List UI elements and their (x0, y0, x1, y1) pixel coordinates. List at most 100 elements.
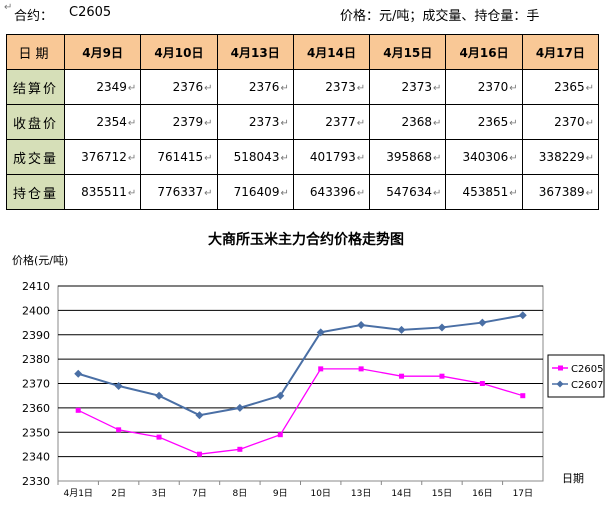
table-row: 结算价 2349↵ 2376↵ 2376↵ 2373↵ 2373↵ 2370↵ 2365↵ (6, 69, 600, 105)
table-cell: 376712↵ (63, 139, 142, 175)
table-cell: 2373↵ (369, 69, 447, 105)
paragraph-mark: ↵ (433, 188, 442, 199)
data-point (318, 366, 324, 372)
table-cell: 367389↵ (521, 174, 600, 210)
data-point (478, 318, 487, 327)
price-chart: 大商所玉米主力合约价格走势图 价格(元/吨) 日期 2330 2340 2350 2360 2… (0, 224, 612, 505)
y-tick-label: 2330 (22, 475, 50, 488)
contract-code: C2605 (69, 5, 112, 20)
table-cell: 2349↵ (63, 69, 142, 105)
table-cell: 761415↵ (140, 139, 218, 175)
y-tick-label: 2400 (22, 304, 50, 317)
paragraph-mark: ↵ (280, 188, 289, 199)
legend-label: C2605 (571, 364, 603, 375)
paragraph-mark: ↵ (433, 118, 442, 129)
table-cell: 453851↵ (445, 174, 523, 210)
series-line-C2607 (77, 314, 523, 417)
table-cell: 2373↵ (216, 104, 294, 140)
data-point (196, 451, 202, 457)
paragraph-mark: ↵ (509, 118, 518, 129)
table-cell: 401793↵ (292, 139, 371, 175)
cell-value: 2370 (477, 80, 509, 94)
table-cell: 2377↵ (292, 104, 371, 140)
y-tick-label: 2360 (22, 402, 50, 415)
y-tick-label: 2340 (22, 451, 50, 464)
y-tick-label: 2390 (22, 329, 50, 342)
header-date-1: 4月10日 (140, 34, 218, 70)
chart-title: 大商所玉米主力合约价格走势图 (208, 231, 404, 248)
units-note: 价格：元/吨；成交量、持仓量：手 (340, 9, 540, 24)
y-tick-label: 2380 (22, 353, 50, 366)
cell-value: 643396 (309, 185, 356, 199)
paragraph-mark: ↵ (509, 83, 518, 94)
cell-value: 376712 (81, 150, 127, 164)
table-cell: 835511↵ (63, 174, 142, 210)
data-point (277, 432, 283, 438)
paragraph-mark: ↵ (204, 83, 213, 94)
legend-box (547, 354, 605, 398)
contract-info: 合约： C2605 (14, 5, 111, 24)
cell-value: 367389 (538, 185, 585, 199)
table-cell: 395868↵ (369, 139, 447, 175)
legend-marker (558, 365, 563, 371)
data-point (316, 328, 325, 337)
row-label: 成交量 (6, 139, 65, 175)
paragraph-mark: ↵ (204, 188, 213, 199)
cell-value: 547634 (386, 185, 433, 199)
table-row: 成交量 376712↵ 761415↵ 518043↵ 401793↵ 395868↵ 34… (6, 139, 600, 175)
header-date-4: 4月15日 (369, 34, 447, 70)
table-cell: 547634↵ (369, 174, 447, 210)
cell-value: 716409 (233, 185, 280, 199)
cell-value: 2373 (401, 80, 433, 94)
paragraph-mark: ↵ (585, 83, 594, 94)
data-point (399, 373, 405, 379)
x-tick-label: 17日 (513, 488, 533, 499)
cell-value: 2365 (554, 80, 585, 94)
x-tick-label: 13日 (351, 488, 371, 499)
series-line-C2605 (77, 368, 523, 455)
x-tick-label: 16日 (472, 488, 492, 499)
cell-value: 395868 (386, 150, 433, 164)
y-tick-label: 2350 (22, 426, 50, 439)
data-point (439, 373, 445, 379)
price-table: 日期 4月9日 4月10日 4月13日 4月14日 4月15日 4月16日 4月17日 结算… (6, 34, 600, 210)
data-point (75, 407, 81, 413)
paragraph-mark: ↵ (4, 2, 13, 13)
table-cell: 2370↵ (521, 104, 600, 140)
x-tick-label: 10日 (310, 488, 330, 499)
paragraph-mark: ↵ (509, 188, 518, 199)
data-point (437, 323, 446, 332)
header-date-0: 4月9日 (63, 34, 142, 70)
table-cell: 2373↵ (292, 69, 371, 105)
paragraph-mark: ↵ (356, 118, 366, 129)
paragraph-mark: ↵ (127, 153, 137, 164)
x-tick-label: 14日 (391, 488, 411, 499)
cell-value: 2370 (554, 115, 585, 129)
x-tick-label: 8日 (233, 488, 248, 499)
paragraph-mark: ↵ (585, 118, 594, 129)
x-tick-label: 9日 (273, 488, 288, 499)
cell-value: 2368 (401, 115, 433, 129)
data-point (237, 446, 243, 452)
x-tick-label: 15日 (432, 488, 452, 499)
cell-value: 2377 (325, 115, 356, 129)
table-cell: 2370↵ (445, 69, 523, 105)
table-cell: 2368↵ (369, 104, 447, 140)
header-date-3: 4月14日 (292, 34, 371, 70)
paragraph-mark: ↵ (280, 153, 289, 164)
x-tick-label: 3日 (152, 488, 167, 499)
paragraph-mark: ↵ (356, 83, 366, 94)
table-cell: 2365↵ (521, 69, 600, 105)
cell-value: 2379 (172, 115, 204, 129)
data-point (156, 434, 162, 440)
cell-value: 518043 (233, 150, 280, 164)
paragraph-mark: ↵ (127, 118, 137, 129)
cell-value: 338229 (538, 150, 585, 164)
cell-value: 835511 (81, 185, 127, 199)
cell-value: 2365 (477, 115, 509, 129)
paragraph-mark: ↵ (356, 188, 366, 199)
y-tick-label: 2410 (22, 280, 50, 293)
x-axis-label: 日期 (562, 472, 584, 485)
data-point (155, 391, 164, 400)
